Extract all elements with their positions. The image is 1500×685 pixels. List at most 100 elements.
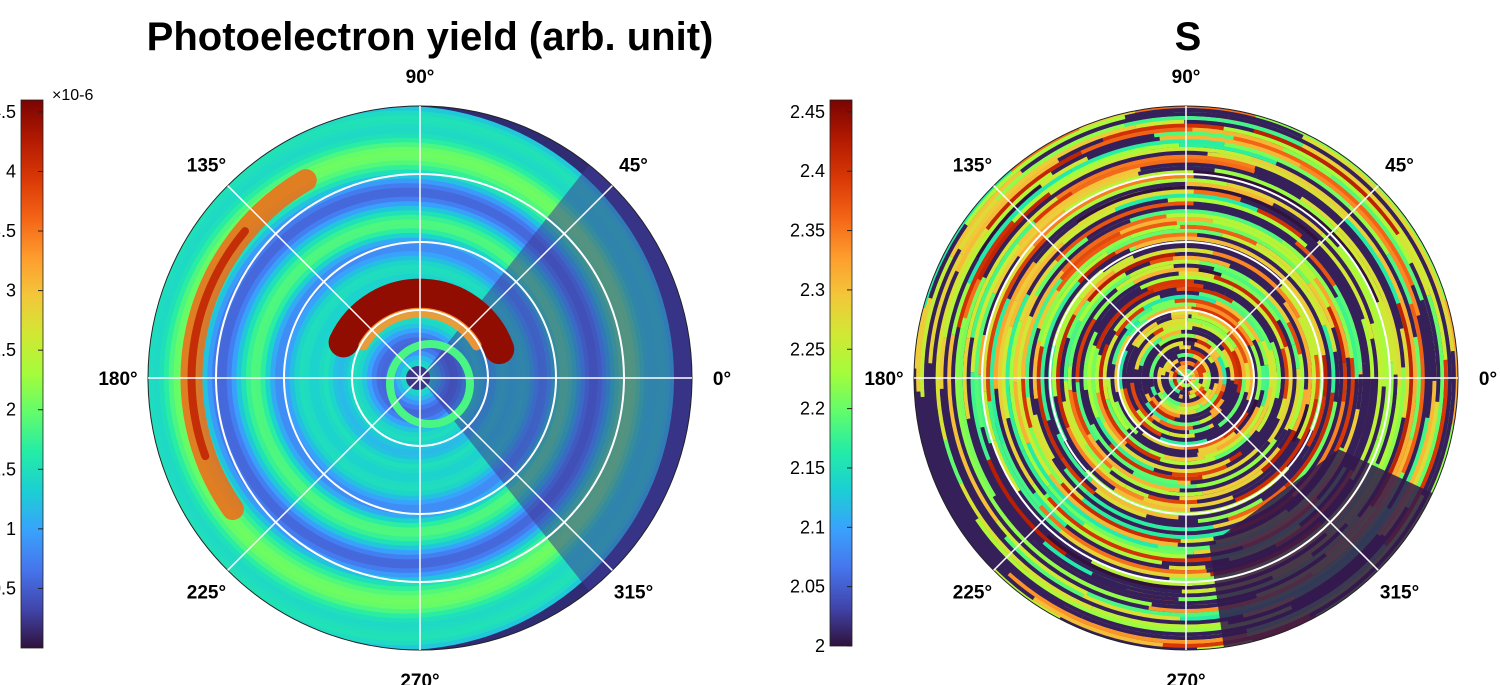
heatmap-segment — [1146, 388, 1155, 399]
heatmap-segment — [1152, 326, 1164, 336]
heatmap-segment — [1061, 207, 1117, 245]
heatmap-segment — [1299, 196, 1402, 387]
heatmap-segment — [1043, 177, 1228, 241]
heatmap-segment — [1195, 393, 1219, 414]
heatmap-segment — [1020, 261, 1072, 379]
colorbar: ×10-6 0.5 1 1.5 2 2.5 3 3.5 4 4.5 — [0, 87, 93, 649]
heatmap-segment — [1202, 284, 1227, 296]
heatmap-segment — [1186, 286, 1234, 304]
heatmap-segment — [1090, 271, 1179, 333]
heatmap-segment — [1170, 309, 1199, 316]
heatmap-segment — [1168, 431, 1196, 439]
heatmap-segment — [1165, 358, 1180, 373]
heatmap-segment — [1134, 317, 1188, 349]
heatmap-segment — [1078, 254, 1135, 300]
heatmap-segment — [1142, 495, 1234, 509]
heatmap-segment — [934, 475, 1035, 601]
colorbar-exponent-label: ×10-6 — [52, 87, 93, 104]
heatmap-segment — [1212, 250, 1301, 319]
heatmap-segment — [1216, 356, 1227, 385]
heatmap-segment — [1200, 382, 1219, 407]
heatmap-segment — [1343, 217, 1401, 304]
heatmap-segment — [1059, 337, 1071, 402]
heatmap-segment — [1171, 464, 1228, 478]
heatmap-segment — [1082, 331, 1098, 391]
heatmap-segment — [1083, 389, 1112, 447]
heatmap-segment — [1129, 224, 1181, 239]
heatmap-segment — [1121, 344, 1135, 389]
heatmap-segment — [1078, 272, 1127, 322]
heatmap-segment — [974, 292, 996, 428]
heatmap-segment — [1203, 357, 1216, 376]
colorbar-tick-label: 2.05 — [790, 577, 825, 597]
heatmap-segment — [1193, 189, 1242, 202]
heatmap-segment — [1286, 321, 1303, 355]
heatmap-segment — [1001, 443, 1042, 508]
angular-tick-label: 225° — [953, 583, 992, 604]
heatmap-segment — [1202, 446, 1281, 496]
heatmap-segment — [1231, 286, 1285, 350]
heatmap-segment — [1193, 201, 1298, 244]
heatmap-segment — [993, 388, 1037, 495]
heatmap-segment — [1197, 440, 1295, 504]
heatmap-segment — [1090, 423, 1178, 485]
colorbar-tick-label: 2.2 — [800, 399, 825, 419]
heatmap-segment — [1086, 344, 1100, 419]
angular-grid-line — [419, 185, 613, 379]
heatmap-segment — [994, 123, 1125, 202]
heatmap-segment — [1214, 299, 1261, 343]
heatmap-segment — [1148, 376, 1155, 388]
heatmap-segment — [1028, 327, 1041, 416]
heatmap-segment — [1148, 354, 1161, 378]
heatmap-segment — [1214, 167, 1338, 234]
heatmap-segment — [1256, 349, 1278, 433]
heatmap-segment — [1195, 302, 1255, 347]
heatmap-segment — [1159, 349, 1179, 369]
heatmap-segment — [1220, 384, 1227, 393]
heatmap-segment — [1216, 406, 1260, 451]
heatmap-segment — [1292, 389, 1309, 432]
angular-tick-label: 90° — [406, 67, 435, 88]
heatmap-segment — [1247, 387, 1274, 437]
colorbar-ticks: 2 2.05 2.1 2.15 2.2 2.25 2.3 2.35 2.4 2.45 — [790, 102, 852, 656]
heatmap-segment — [979, 530, 1192, 637]
heatmap-segment — [1082, 522, 1187, 559]
heatmap-segment — [1209, 390, 1225, 410]
heatmap-segment — [1196, 338, 1212, 350]
heatmap-segment — [942, 171, 1053, 339]
heatmap-segment — [1144, 401, 1169, 423]
heatmap-segment — [977, 191, 1051, 281]
heatmap-segment — [1092, 286, 1149, 347]
heatmap-segment — [1182, 340, 1195, 347]
heatmap-segment — [1036, 346, 1064, 460]
heatmap-segment — [1197, 310, 1242, 341]
heatmap-segment — [1250, 344, 1262, 401]
heatmap-segment — [1256, 389, 1265, 409]
heatmap-segment — [1134, 119, 1185, 129]
heatmap-segment — [1134, 236, 1241, 251]
heatmap-segment — [1282, 301, 1313, 405]
heatmap-segment — [1316, 239, 1375, 340]
heatmap-segment — [974, 518, 1072, 605]
heatmap-segment — [992, 495, 1130, 599]
heatmap-segment — [939, 388, 1026, 564]
heatmap-segment — [1055, 313, 1077, 429]
heatmap-segment — [1032, 191, 1073, 224]
heatmap-segment — [1332, 284, 1363, 373]
heatmap-segment — [1086, 136, 1160, 161]
heatmap-segment — [974, 495, 1007, 539]
heatmap-segment — [1223, 141, 1351, 208]
heatmap-segment — [1209, 346, 1221, 359]
colorbar-gradient — [20, 99, 44, 649]
heatmap-segment — [1072, 270, 1116, 316]
heatmap-segment — [1192, 396, 1235, 431]
heatmap-segment — [1224, 291, 1275, 343]
heatmap-segment — [1009, 320, 1051, 488]
heatmap-segment — [1260, 364, 1270, 407]
heatmap-segment — [1119, 216, 1213, 235]
heatmap-segment — [1409, 336, 1422, 440]
heatmap-segment — [1122, 388, 1162, 437]
heatmap-segment — [992, 171, 1139, 295]
heatmap-segment — [1220, 273, 1281, 322]
heatmap-segment — [1245, 344, 1259, 414]
